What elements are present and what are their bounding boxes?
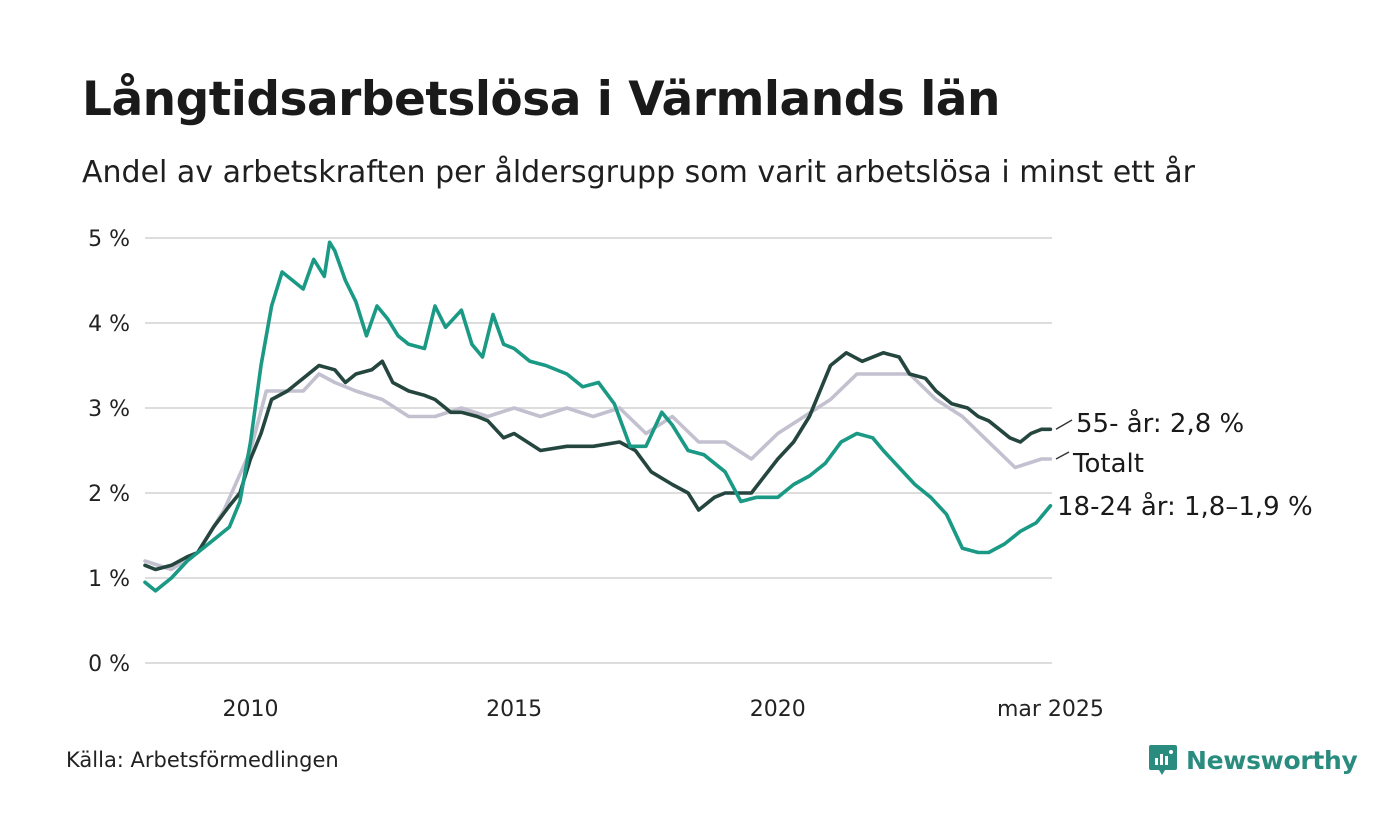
chart-subtitle: Andel av arbetskraften per åldersgrupp s… — [82, 155, 1195, 190]
label-leader-line — [1055, 419, 1073, 430]
chart-title: Långtidsarbetslösa i Värmlands län — [82, 72, 1000, 127]
series-label: 55- år: 2,8 % — [1076, 408, 1244, 439]
series-line — [143, 240, 1053, 593]
y-tick-label: 3 % — [88, 397, 130, 422]
x-tick-label: 2015 — [486, 697, 542, 722]
brand-logo: Newsworthy — [1148, 743, 1358, 777]
series-line — [143, 350, 1053, 572]
y-tick-label: 1 % — [88, 567, 130, 592]
series-layer — [143, 240, 1053, 593]
x-axis: 2010 2015 2020 mar 2025 — [222, 697, 1103, 722]
y-tick-label: 2 % — [88, 482, 130, 507]
y-tick-label: 5 % — [88, 227, 130, 252]
y-tick-label: 0 % — [88, 652, 130, 677]
x-tick-label: 2010 — [222, 697, 278, 722]
grid-layer — [145, 237, 1052, 664]
x-tick-label: mar 2025 — [997, 697, 1104, 722]
brand-name: Newsworthy — [1186, 745, 1358, 775]
series-label: 18-24 år: 1,8–1,9 % — [1057, 491, 1313, 522]
x-tick-label: 2020 — [750, 697, 806, 722]
series-labels: Totalt 55- år: 2,8 % 18-24 år: 1,8–1,9 % — [1055, 408, 1313, 522]
y-axis: 0 % 1 % 2 % 3 % 4 % 5 % — [88, 227, 130, 677]
newsworthy-logo-icon — [1149, 745, 1177, 775]
series-line — [143, 372, 1053, 572]
label-leader-line — [1055, 451, 1070, 460]
y-tick-label: 4 % — [88, 312, 130, 337]
source-note: Källa: Arbetsförmedlingen — [66, 748, 339, 772]
series-label: Totalt — [1072, 449, 1144, 479]
